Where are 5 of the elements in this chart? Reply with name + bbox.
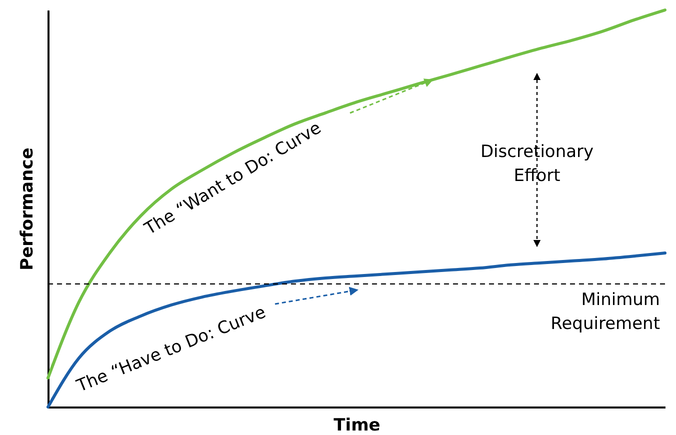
annotation: Discretionary Effort [480, 142, 594, 186]
text: The “Have to Do: Curve [73, 302, 269, 397]
x-axis-title: Time [334, 416, 380, 435]
ref-line-label: Minimum Requirement [550, 290, 660, 334]
y-axis-title: Performance [18, 148, 38, 270]
